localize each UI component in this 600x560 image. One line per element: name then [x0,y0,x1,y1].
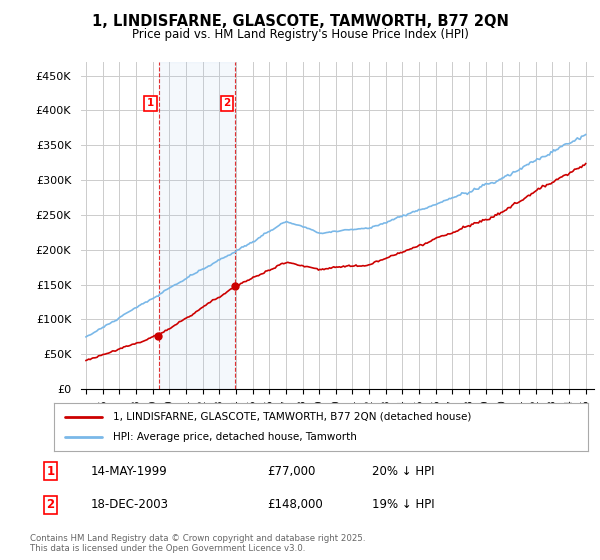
Text: HPI: Average price, detached house, Tamworth: HPI: Average price, detached house, Tamw… [113,432,356,442]
Text: 19% ↓ HPI: 19% ↓ HPI [372,498,435,511]
Text: 1, LINDISFARNE, GLASCOTE, TAMWORTH, B77 2QN (detached house): 1, LINDISFARNE, GLASCOTE, TAMWORTH, B77 … [113,412,471,422]
Text: 20% ↓ HPI: 20% ↓ HPI [372,465,435,478]
Text: 1, LINDISFARNE, GLASCOTE, TAMWORTH, B77 2QN: 1, LINDISFARNE, GLASCOTE, TAMWORTH, B77 … [92,14,508,29]
Text: £148,000: £148,000 [268,498,323,511]
Text: £77,000: £77,000 [268,465,316,478]
Text: 2: 2 [223,99,230,109]
Text: Price paid vs. HM Land Registry's House Price Index (HPI): Price paid vs. HM Land Registry's House … [131,28,469,41]
Text: Contains HM Land Registry data © Crown copyright and database right 2025.
This d: Contains HM Land Registry data © Crown c… [30,534,365,553]
Text: 1: 1 [47,465,55,478]
Text: 18-DEC-2003: 18-DEC-2003 [91,498,169,511]
Text: 1: 1 [147,99,154,109]
Bar [159,62,235,389]
Text: 14-MAY-1999: 14-MAY-1999 [91,465,167,478]
Text: 2: 2 [47,498,55,511]
